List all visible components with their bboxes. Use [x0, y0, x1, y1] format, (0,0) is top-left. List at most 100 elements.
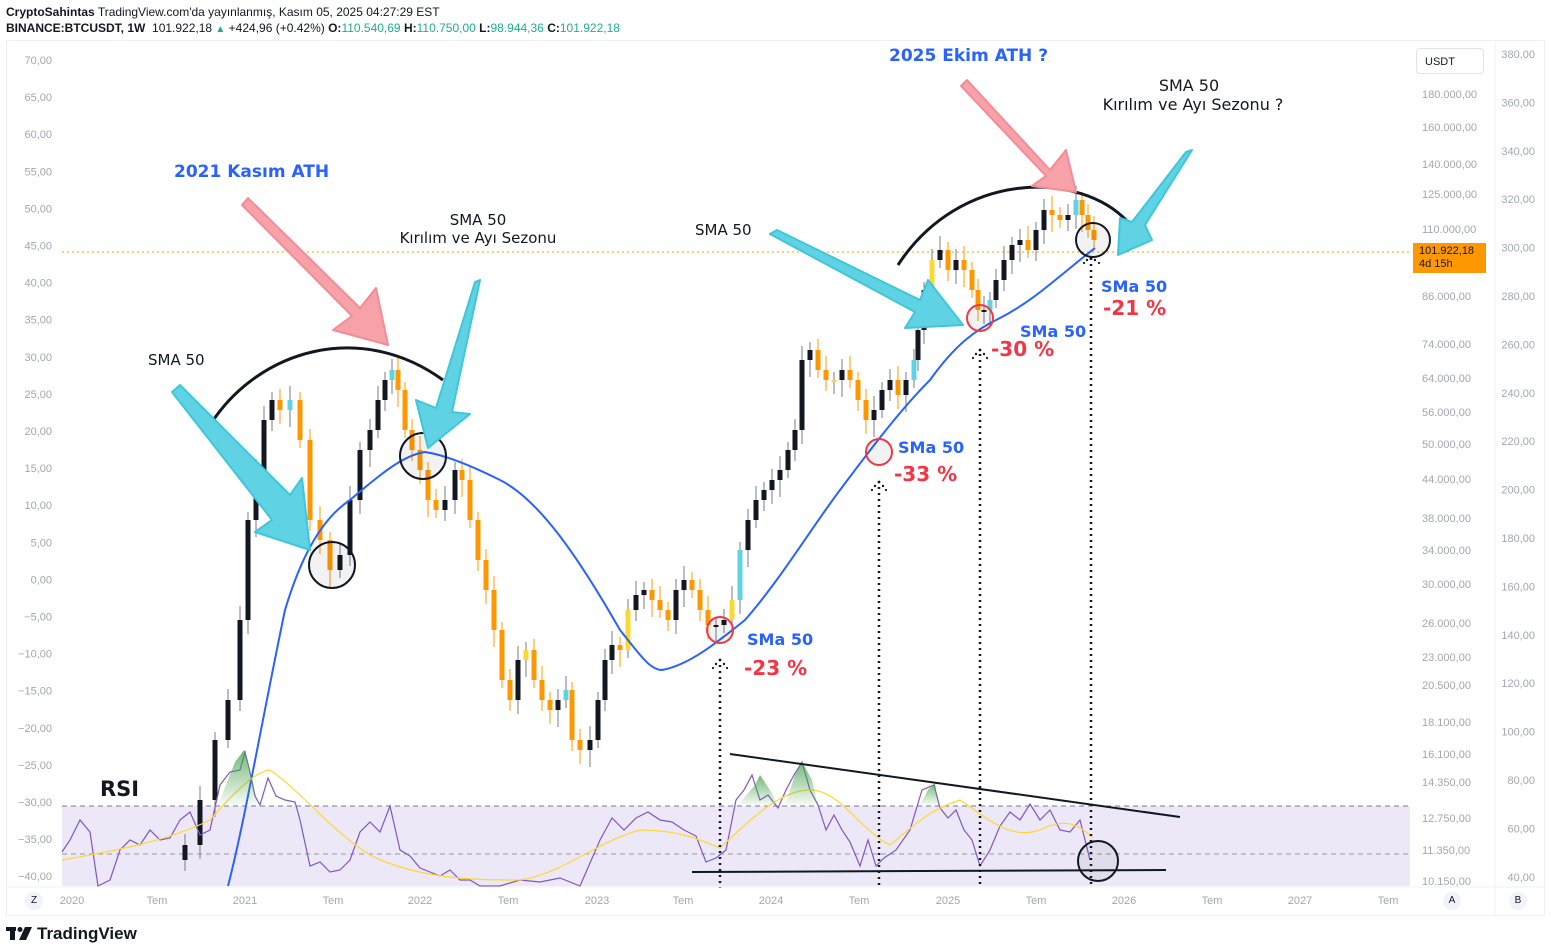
rsi-circle-marker[interactable]	[1077, 840, 1119, 882]
axis-tick-label: 2022	[408, 895, 432, 907]
sma-touch-label[interactable]: SMa 50	[898, 438, 964, 457]
sma-touch-label[interactable]: SMa 50	[1101, 277, 1167, 296]
tradingview-logo-icon	[6, 927, 32, 940]
axis-tick-label: 38.000,00	[1422, 513, 1471, 525]
sma-touch-label[interactable]: SMa 50	[1020, 322, 1086, 341]
rsi-overbought-fill	[920, 783, 938, 805]
tradingview-logo[interactable]: TradingView	[6, 924, 137, 944]
axis-tick-label: −30,00	[18, 797, 52, 809]
axis-tick-label: 50.000,00	[1422, 439, 1471, 451]
axis-tick-label: 20,00	[24, 426, 52, 438]
author-name[interactable]: CryptoSahintas	[6, 5, 95, 19]
axis-tick-label: 80,00	[1507, 775, 1535, 787]
axis-tick-label: 10.150,00	[1422, 876, 1471, 888]
axis-tick-label: 65,00	[24, 92, 52, 104]
auto-scale-button[interactable]: A	[1443, 892, 1461, 910]
change-value: +424,96 (+0.42%)	[228, 21, 325, 35]
cyan-arrow-icon[interactable]	[1117, 149, 1193, 256]
axis-tick-label: 64.000,00	[1422, 373, 1471, 385]
dotted-arrow-heads	[711, 256, 1101, 670]
drawdown-pct[interactable]: -21 %	[1103, 296, 1166, 320]
axis-tick-label: −15,00	[18, 686, 52, 698]
rsi-support-trendline[interactable]	[691, 869, 1167, 873]
secondary-axis[interactable]: 380,00 360,00 340,00 320,00 300,00 280,00 260,…	[1501, 49, 1535, 884]
axis-tick-label: 86.000,00	[1422, 291, 1471, 303]
axis-tick-label: 180.000,00	[1422, 89, 1477, 101]
currency-button[interactable]: USDT	[1416, 48, 1484, 74]
last-price-tag: 101.922,18 4d 15h	[1413, 243, 1486, 273]
drawdown-pct[interactable]: -30 %	[991, 337, 1054, 361]
sma-touch-circle[interactable]	[308, 541, 356, 589]
sma-break-2025-title[interactable]: SMA 50	[1159, 76, 1219, 95]
axis-tick-label: 74.000,00	[1422, 339, 1471, 351]
publish-info: TradingView.com'da yayınlanmış, Kasım 05…	[97, 5, 440, 19]
axis-tick-label: 180,00	[1501, 533, 1535, 545]
rsi-resistance-trendline[interactable]	[729, 753, 1181, 818]
drawdown-pct[interactable]: -23 %	[744, 656, 807, 680]
sma-touch-circle-red[interactable]	[706, 616, 734, 644]
axis-tick-label: 14.350,00	[1422, 777, 1471, 789]
time-axis[interactable]: 2020 Tem 2021 Tem 2022 Tem 2023 Tem 2024 Tem 2025 T…	[60, 895, 1399, 907]
axis-tick-label: 320,00	[1501, 194, 1535, 206]
axis-tick-label: Tem	[498, 895, 519, 907]
close-value: 101.922,18	[559, 21, 620, 35]
axis-tick-label: −5,00	[24, 612, 52, 624]
rsi-overbought-fill	[738, 775, 778, 805]
symbol-label[interactable]: BINANCE:BTCUSDT, 1W	[6, 21, 146, 35]
axis-tick-label: 56.000,00	[1422, 407, 1471, 419]
tradingview-logo-text: TradingView	[37, 924, 137, 943]
sma-break-2021-title[interactable]: SMA 50	[450, 211, 507, 229]
axis-tick-label: Tem	[1026, 895, 1047, 907]
sma-break-circle-2025[interactable]	[1075, 222, 1111, 258]
axis-tick-label: 360,00	[1501, 97, 1535, 109]
sma-label-2021[interactable]: SMA 50	[148, 351, 205, 369]
ath-2025-label[interactable]: 2025 Ekim ATH ?	[889, 46, 1048, 66]
sma-label-2024[interactable]: SMA 50	[695, 221, 752, 239]
axis-tick-label: 10,00	[24, 500, 52, 512]
axis-tick-label: 0,00	[31, 574, 52, 586]
axis-tick-label: 280,00	[1501, 291, 1535, 303]
rsi-label: RSI	[100, 777, 139, 801]
axis-tick-label: 125.000,00	[1422, 189, 1477, 201]
price-axis[interactable]: 180.000,00 160.000,00 140.000,00 125.000,00…	[1422, 89, 1477, 888]
axis-tick-label: −10,00	[18, 649, 52, 661]
red-arrow-icon[interactable]	[241, 197, 389, 346]
low-value: 98.944,36	[490, 21, 544, 35]
axis-tick-label: 220,00	[1501, 436, 1535, 448]
axis-tick-label: 18.100,00	[1422, 717, 1471, 729]
axis-tick-label: 100,00	[1501, 727, 1535, 739]
axis-tick-label: 30.000,00	[1422, 579, 1471, 591]
cyan-arrow-icon[interactable]	[769, 229, 964, 329]
axis-tick-label: 12.750,00	[1422, 813, 1471, 825]
sma-touch-circle-red[interactable]	[865, 438, 893, 466]
axis-tick-label: 140.000,00	[1422, 159, 1477, 171]
sma-break-2021-subtitle[interactable]: Kırılım ve Ayı Sezonu	[400, 229, 557, 247]
top-arc-2021[interactable]	[210, 346, 444, 423]
axis-tick-label: 44.000,00	[1422, 474, 1471, 486]
ath-2021-label[interactable]: 2021 Kasım ATH	[174, 162, 329, 182]
axis-tick-label: 300,00	[1501, 243, 1535, 255]
log-scale-button[interactable]: B	[1509, 892, 1527, 910]
axis-tick-label: 160,00	[1501, 581, 1535, 593]
scale-left-button[interactable]: Z	[25, 892, 43, 910]
sma-break-circle[interactable]	[399, 432, 447, 480]
axis-tick-label: 2023	[585, 895, 609, 907]
axis-tick-label: 2021	[233, 895, 257, 907]
axis-tick-label: Tem	[849, 895, 870, 907]
axis-tick-label: 160.000,00	[1422, 122, 1477, 134]
left-axis[interactable]: 70,00 65,00 60,00 55,00 50,00 45,00 40,00 35,00…	[18, 55, 52, 883]
cyan-arrow-icon[interactable]	[171, 384, 311, 551]
top-arc-2025[interactable]	[896, 185, 1130, 266]
axis-tick-label: 50,00	[24, 203, 52, 215]
sma-touch-label[interactable]: SMa 50	[747, 630, 813, 649]
cyan-arrow-icon[interactable]	[415, 279, 481, 449]
sma-touch-circle-red[interactable]	[966, 304, 994, 332]
open-value: 110.540,69	[341, 21, 401, 35]
axis-tick-label: Tem	[323, 895, 344, 907]
sma-break-2025-subtitle[interactable]: Kırılım ve Ayı Sezonu ?	[1103, 95, 1284, 114]
axis-tick-label: 20.500,00	[1422, 680, 1471, 692]
drawdown-pct[interactable]: -33 %	[894, 462, 957, 486]
red-arrow-icon[interactable]	[960, 79, 1077, 193]
axis-tick-label: Tem	[1202, 895, 1223, 907]
